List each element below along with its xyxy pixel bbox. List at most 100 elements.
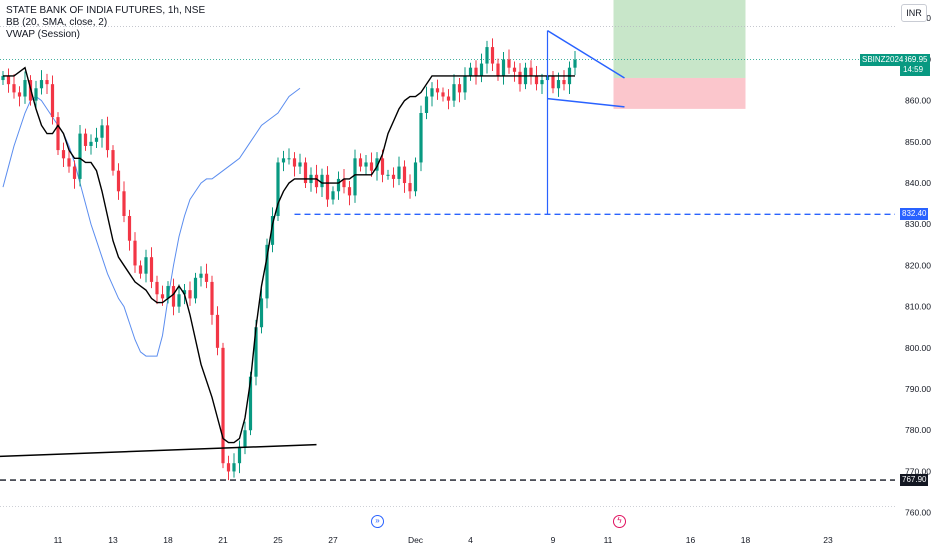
current-price-label: 869.95 14:59 — [900, 53, 931, 76]
candle-87 — [479, 53, 484, 83]
candle-body-13 — [72, 166, 77, 179]
level-767-label: 767.90 — [900, 474, 929, 487]
drawings[interactable] — [0, 29, 895, 481]
candle-body-33 — [182, 290, 187, 295]
candle-body-69 — [380, 158, 385, 175]
candle-body-16 — [89, 141, 93, 146]
candle-101 — [556, 72, 561, 97]
candle-13 — [72, 160, 77, 189]
candle-body-102 — [562, 80, 566, 85]
candles — [1, 38, 577, 481]
vwap-indicator-label[interactable]: VWAP (Session) — [6, 29, 80, 40]
arrows-event-icon[interactable]: » — [371, 515, 384, 528]
candle-body-9 — [50, 84, 55, 118]
level-832-label: 832.40 — [900, 208, 929, 221]
candle-17 — [94, 127, 99, 149]
symbol-tag: SBINZ2024 — [860, 53, 906, 66]
candle-88 — [485, 40, 489, 74]
y-tick-830: 830.00 — [905, 219, 931, 229]
candle-22 — [122, 181, 126, 223]
candle-21 — [116, 163, 121, 200]
candle-body-78 — [430, 88, 434, 97]
candle-body-66 — [364, 162, 368, 167]
candle-body-38 — [210, 281, 214, 315]
candle-32 — [177, 284, 181, 313]
candle-6 — [34, 80, 38, 110]
candle-body-18 — [100, 125, 104, 138]
candle-51 — [281, 150, 286, 172]
y-tick-820: 820.00 — [905, 260, 931, 270]
candle-body-29 — [160, 294, 165, 299]
candle-body-96 — [529, 67, 533, 76]
candle-body-23 — [127, 216, 132, 241]
candle-body-93 — [512, 67, 517, 72]
candle-81 — [446, 89, 451, 110]
bb-indicator-label[interactable]: BB (20, SMA, close, 2) — [6, 17, 108, 28]
candle-body-22 — [122, 191, 126, 216]
long-position-tool[interactable] — [613, 0, 746, 109]
dotted-levels — [0, 26, 895, 507]
candle-body-71 — [391, 174, 396, 179]
position-stop-zone — [613, 77, 746, 109]
candle-40 — [221, 342, 225, 469]
candle-body-62 — [342, 178, 346, 188]
candle-19 — [105, 116, 110, 158]
candle-74 — [408, 174, 412, 199]
candle-body-88 — [485, 47, 489, 64]
x-tick-7: 4 — [468, 535, 473, 545]
candle-98 — [540, 73, 544, 95]
candle-body-36 — [199, 273, 203, 278]
candle-body-60 — [331, 191, 335, 200]
candle-body-68 — [375, 158, 379, 171]
candle-50 — [276, 157, 280, 221]
lightning-event-icon[interactable]: ϟ — [613, 515, 626, 528]
candle-78 — [430, 82, 434, 107]
candle-body-83 — [457, 84, 462, 93]
candle-49 — [270, 207, 275, 253]
candle-body-77 — [424, 96, 429, 113]
candle-body-92 — [507, 59, 511, 68]
candle-10 — [56, 112, 60, 156]
candle-35 — [193, 272, 198, 304]
candle-36 — [199, 266, 203, 287]
candle-11 — [61, 142, 66, 167]
x-tick-5: 27 — [328, 535, 338, 545]
candle-body-91 — [501, 59, 506, 76]
candle-0 — [1, 70, 5, 85]
candle-85 — [468, 62, 473, 81]
candle-body-76 — [419, 113, 423, 163]
candle-3 — [17, 86, 22, 107]
candle-23 — [127, 209, 132, 251]
currency-button[interactable]: INR — [901, 4, 927, 22]
candle-body-72 — [397, 166, 401, 179]
candle-body-55 — [303, 162, 308, 184]
candle-53 — [292, 152, 297, 177]
candle-91 — [501, 52, 506, 85]
candle-body-81 — [446, 96, 451, 101]
candle-body-44 — [243, 430, 247, 447]
candle-47 — [259, 288, 264, 334]
candle-25 — [138, 260, 143, 279]
candle-73 — [402, 160, 407, 193]
y-tick-810: 810.00 — [905, 302, 931, 312]
bb-basis-polyline — [3, 66, 575, 444]
candle-104 — [573, 50, 577, 76]
candle-4 — [23, 71, 27, 104]
candle-31 — [171, 278, 176, 316]
candle-body-45 — [248, 376, 253, 431]
candle-body-27 — [149, 257, 154, 282]
candle-body-80 — [441, 92, 445, 97]
y-tick-770: 770.00 — [905, 466, 931, 476]
candle-100 — [551, 70, 555, 94]
candle-55 — [303, 157, 308, 188]
candle-body-8 — [45, 80, 49, 85]
candle-body-1 — [6, 75, 11, 85]
time-axis[interactable]: 11 13 18 21 25 27 Dec 4 9 11 16 18 23 — [54, 535, 833, 545]
candle-65 — [358, 153, 363, 172]
candle-body-4 — [23, 80, 27, 97]
price-axis[interactable]: 760.00 770.00 780.00 790.00 800.00 810.00 820.… — [905, 13, 931, 517]
candle-body-7 — [39, 80, 44, 89]
vwap-polyline — [2, 87, 301, 357]
candle-body-64 — [353, 158, 357, 196]
